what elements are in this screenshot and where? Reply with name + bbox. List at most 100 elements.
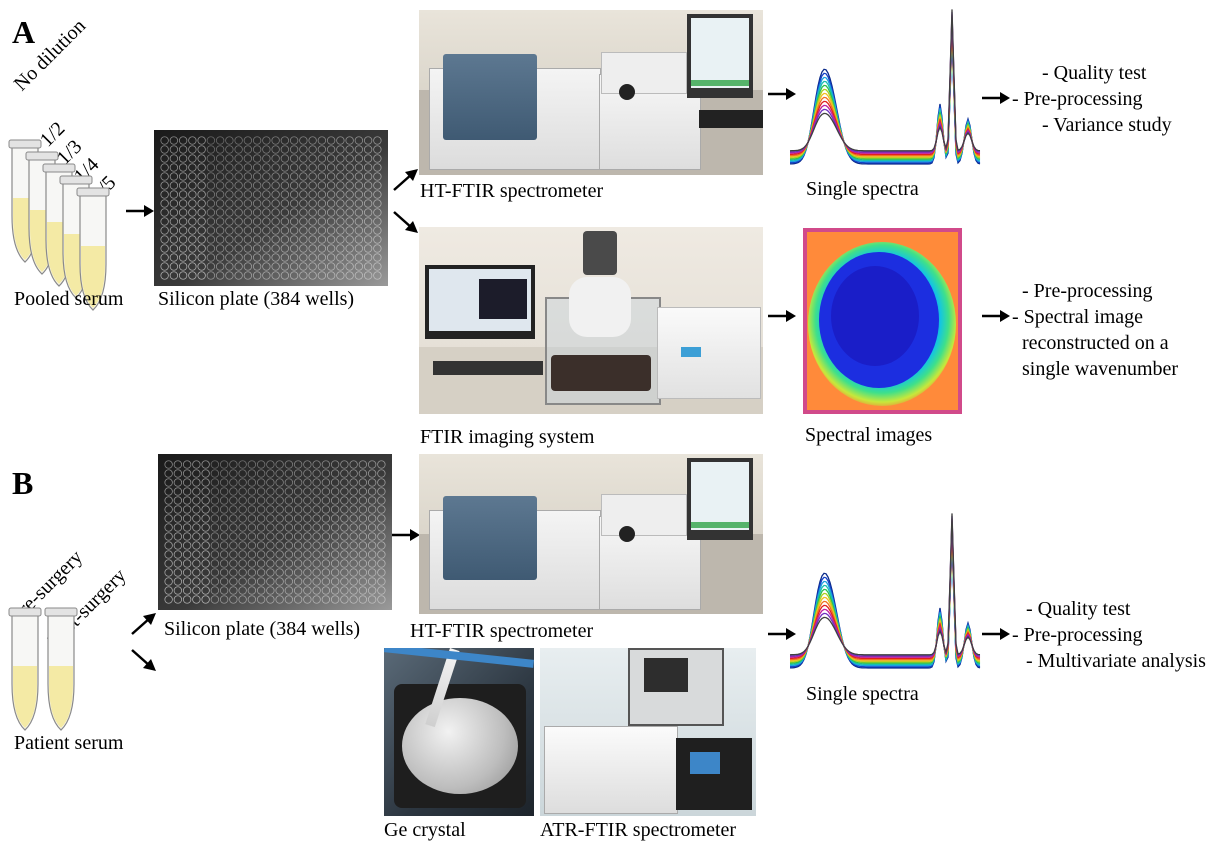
plate-well [215, 244, 225, 253]
plate-well [377, 559, 386, 568]
plate-well [321, 568, 331, 577]
plate-well [308, 244, 317, 253]
plate-well [210, 541, 220, 550]
plate-well [262, 190, 271, 199]
step-item: - Quality test [1026, 598, 1131, 620]
plate-well [262, 244, 271, 253]
plate-well [345, 181, 354, 190]
plate-well [160, 172, 169, 181]
arrow-icon [768, 310, 796, 322]
plate-well [234, 154, 243, 163]
arrow-down-right-icon [393, 211, 418, 233]
plate-well [293, 523, 303, 532]
plate-well [225, 226, 234, 235]
plate-well [293, 586, 303, 595]
patient-serum-label: Patient serum [14, 732, 124, 754]
plate-well [178, 271, 188, 280]
plate-well [178, 253, 188, 262]
plate-well [234, 226, 243, 235]
plate-well [252, 226, 262, 235]
plate-well [367, 550, 377, 559]
plate-well [178, 226, 188, 235]
plate-well [299, 136, 308, 145]
plate-well [182, 514, 192, 523]
plate-well [321, 469, 331, 478]
plate-well [210, 586, 220, 595]
plate-well [247, 550, 257, 559]
plate-well [197, 217, 206, 226]
plate-well [219, 568, 229, 577]
plate-well [160, 136, 169, 145]
plate-well [271, 190, 280, 199]
plate-well [321, 541, 331, 550]
plate-well [256, 541, 266, 550]
plate-well [349, 469, 358, 478]
plate-well [293, 469, 303, 478]
plate-well [330, 595, 340, 604]
plate-well [345, 163, 354, 172]
plate-well [367, 577, 377, 586]
plate-well [317, 271, 327, 280]
plate-well [262, 136, 271, 145]
plate-well [354, 181, 364, 190]
plate-well [243, 208, 253, 217]
plate-well [349, 505, 358, 514]
plate-well [256, 559, 266, 568]
plate-well [225, 253, 234, 262]
arrow-icon [392, 529, 420, 541]
plate-well [206, 163, 216, 172]
plate-well [188, 154, 197, 163]
plate-well [192, 460, 201, 469]
plate-well [275, 496, 284, 505]
plate-well [160, 199, 169, 208]
plate-well [363, 217, 373, 226]
plate-well [289, 217, 299, 226]
plate-well [210, 469, 220, 478]
plate-well [201, 478, 210, 487]
plate-well [178, 145, 188, 154]
plate-well [178, 235, 188, 244]
plate-well [280, 244, 290, 253]
plate-well [188, 253, 197, 262]
plate-well [275, 523, 284, 532]
plate-well [373, 154, 382, 163]
plate-well [169, 253, 179, 262]
plate-well [275, 568, 284, 577]
plate-well [330, 577, 340, 586]
plate-well [312, 559, 321, 568]
plate-well [164, 559, 173, 568]
plate-well [238, 586, 247, 595]
plate-well [326, 199, 336, 208]
plate-well [354, 226, 364, 235]
plate-well [197, 244, 206, 253]
plate-well [201, 577, 210, 586]
plate-well [210, 568, 220, 577]
plate-well [275, 487, 284, 496]
step-item: - Pre-processing [1022, 280, 1153, 302]
plate-well [284, 541, 294, 550]
plate-well [284, 460, 294, 469]
plate-well [280, 253, 290, 262]
plate-well [377, 496, 386, 505]
plate-well [182, 586, 192, 595]
plate-well [377, 595, 386, 604]
plate-well [238, 487, 247, 496]
plate-well [182, 478, 192, 487]
step-item: - Pre-processing [1012, 88, 1143, 110]
plate-well [275, 469, 284, 478]
plate-well [182, 550, 192, 559]
plate-well [256, 550, 266, 559]
plate-well [349, 595, 358, 604]
plate-well [243, 235, 253, 244]
plate-well [336, 154, 345, 163]
plate-well [173, 523, 183, 532]
plate-well [169, 163, 179, 172]
plate-well [354, 136, 364, 145]
plate-well [160, 253, 169, 262]
plate-well [188, 136, 197, 145]
plate-well [363, 262, 373, 271]
plate-well [284, 595, 294, 604]
plate-well [188, 145, 197, 154]
plate-well [256, 460, 266, 469]
plate-well [354, 262, 364, 271]
